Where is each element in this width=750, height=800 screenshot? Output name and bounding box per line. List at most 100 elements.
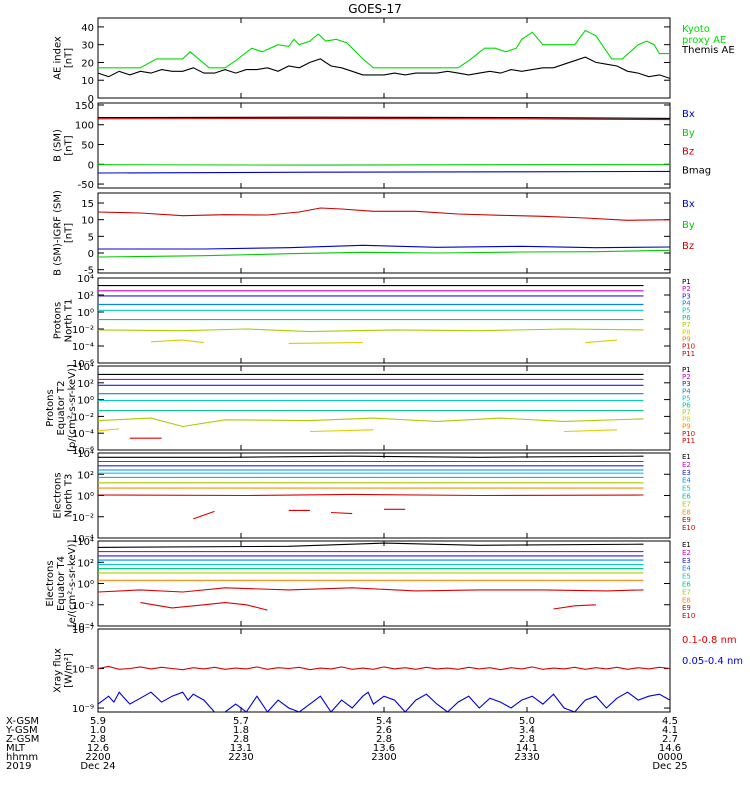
legend-label: By: [682, 128, 695, 139]
bottom-cell: 0000: [657, 752, 682, 763]
y-tick-label: 20: [81, 58, 94, 69]
panel-et4: 10⁴ 10² 10⁰ 10⁻² 10⁻⁴ Electrons Equator T4 [e/(…: [45, 537, 695, 633]
series-group: [98, 285, 644, 344]
legend-label: E2: [682, 461, 691, 469]
y-axis-label: B (SM): [53, 129, 64, 162]
legend-label: P5: [682, 394, 691, 402]
series-line-by: [98, 249, 670, 258]
plot-frame: [97, 102, 671, 189]
series-line-p7: [98, 417, 644, 428]
bottom-cell: 5.0: [519, 716, 535, 727]
legend-label: E7: [682, 500, 691, 508]
y-axis-label: Xray flux: [53, 648, 64, 693]
y-tick-label: 10⁻²: [72, 412, 94, 423]
legend-label: E1: [682, 453, 691, 461]
y-axis-label: North T1: [64, 299, 75, 343]
legend-label: Bx: [682, 199, 695, 210]
y-tick-label: 10⁻⁸: [72, 665, 94, 676]
series-line-p8: [150, 339, 204, 344]
bottom-cell: 4.1: [662, 725, 678, 736]
bottom-cell: 2.8: [233, 734, 249, 745]
series-group: [98, 29, 670, 79]
y-tick-label: 5: [88, 232, 94, 243]
y-axis-label: Electrons: [45, 560, 56, 606]
y-tick-label: 10⁰: [77, 308, 94, 319]
bottom-cell: 2.8: [519, 734, 535, 745]
bottom-cell: 5.4: [376, 716, 392, 727]
y-tick-label: 10⁴: [77, 274, 94, 285]
legend-label: P4: [682, 387, 691, 395]
y-tick-label: 15: [81, 199, 94, 210]
series-line-themis-ae: [98, 56, 670, 79]
bottom-row-label: X-GSM: [6, 716, 39, 727]
y-axis-label: AE index: [53, 36, 64, 80]
legend-label: By: [682, 220, 695, 231]
legend-label: P11: [682, 437, 695, 445]
legend-label: P8: [682, 328, 691, 336]
plot-frame: [97, 628, 671, 713]
series-line-e1: [98, 542, 644, 548]
figure-title: GOES-17: [348, 2, 402, 16]
legend-label: P7: [682, 409, 691, 417]
series-group: [98, 665, 670, 712]
y-tick-label: 10⁰: [77, 492, 94, 503]
bottom-cell: 3.4: [519, 725, 535, 736]
legend-label: P3: [682, 380, 691, 388]
series-line-bmag: [98, 116, 670, 119]
bottom-cell: 1.0: [90, 725, 106, 736]
y-tick-label: 10²: [77, 558, 94, 569]
legend-label: Bx: [682, 109, 695, 120]
series-line-p8: [98, 428, 120, 432]
legend-label: P5: [682, 307, 691, 315]
bottom-cell: 2.6: [376, 725, 392, 736]
legend-label: P6: [682, 401, 691, 409]
legend-label: E10: [682, 524, 695, 532]
legend-label: P3: [682, 292, 691, 300]
y-axis-label: [p/(cm²-s-sr-keV)]: [67, 364, 78, 452]
y-tick-label: 0: [88, 160, 94, 171]
y-axis-label: North T3: [64, 474, 75, 518]
legend-label: P1: [682, 278, 691, 286]
series-group: [98, 207, 670, 258]
y-tick-label: 10⁻²: [72, 601, 94, 612]
series-group: [98, 455, 644, 520]
legend-label: E4: [682, 477, 691, 485]
legend-label: E9: [682, 516, 691, 524]
y-tick-label: 10⁴: [77, 449, 94, 460]
y-tick-label: 0: [88, 249, 94, 260]
series-line-e9: [553, 604, 596, 610]
y-tick-label: 10⁻⁴: [72, 342, 94, 353]
y-tick-label: 10: [81, 216, 94, 227]
legend-label: P2: [682, 285, 691, 293]
y-tick-label: 30: [81, 41, 94, 52]
y-axis-label: [W/m²]: [64, 653, 75, 688]
bottom-cell: 12.6: [87, 743, 109, 754]
series-line-bz: [98, 117, 670, 121]
legend-label: E3: [682, 469, 691, 477]
y-tick-label: 10²: [77, 470, 94, 481]
legend-label: E6: [682, 581, 691, 589]
legend-label: E5: [682, 485, 691, 493]
bottom-cell: 2.8: [90, 734, 106, 745]
series-line-bz: [98, 207, 670, 221]
y-axis-label: [nT]: [64, 48, 75, 68]
y-axis-label: Electrons: [53, 472, 64, 518]
series-line-e9: [330, 511, 353, 515]
y-axis-label: [nT]: [64, 223, 75, 243]
plot-frame: [97, 365, 671, 451]
y-tick-label: 10⁴: [77, 537, 94, 548]
series-line-e1: [98, 455, 644, 458]
y-tick-label: 10⁴: [77, 362, 94, 373]
y-tick-label: 150: [75, 101, 94, 112]
legend-label: E3: [682, 557, 691, 565]
legend-label: E8: [682, 596, 691, 604]
panel-bigrf: -5 0 5 10 15 B (SM)-IGRF (SM) [nT] Bx By Bz: [53, 190, 695, 277]
series-line-p8: [585, 339, 618, 344]
bottom-axis-table: X-GSMY-GSMZ-GSMMLThhmm20195.91.02.812.62…: [5, 716, 688, 772]
series-line-bx: [98, 170, 670, 174]
y-tick-label: 10⁻⁷: [72, 625, 94, 636]
bottom-cell: 14.1: [516, 743, 538, 754]
